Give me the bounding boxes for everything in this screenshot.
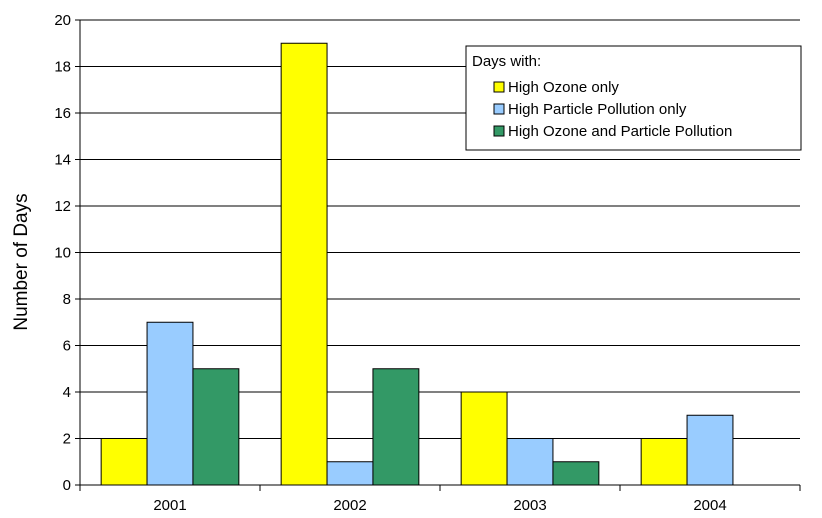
legend-box <box>465 45 802 151</box>
bar <box>372 368 420 486</box>
y-tick-label: 0 <box>63 477 71 494</box>
x-tick-label: 2002 <box>333 497 366 514</box>
y-tick-label: 10 <box>54 245 71 262</box>
y-tick-label: 14 <box>54 152 71 169</box>
legend-label: High Ozone only <box>508 79 619 96</box>
legend: Days with: High Ozone only High Particle … <box>465 45 802 151</box>
y-tick-label: 4 <box>63 384 71 401</box>
y-tick-label: 16 <box>54 105 71 122</box>
bar <box>100 438 148 486</box>
bar <box>192 368 240 486</box>
y-tick-label: 20 <box>54 12 71 29</box>
bar <box>280 42 328 486</box>
bar <box>460 391 508 486</box>
y-tick-label: 8 <box>63 291 71 308</box>
bar <box>146 321 194 486</box>
y-axis-label: Number of Days <box>11 193 32 330</box>
y-tick-labels: 0 2 4 6 8 10 12 14 16 18 20 <box>54 12 71 494</box>
x-tick-label: 2001 <box>153 497 186 514</box>
bar <box>506 438 554 486</box>
x-tick-label: 2004 <box>693 497 726 514</box>
bar <box>552 461 600 486</box>
legend-label: High Ozone and Particle Pollution <box>508 123 732 140</box>
legend-label: High Particle Pollution only <box>508 101 687 118</box>
x-tick-labels: 2001 2002 2003 2004 <box>153 497 726 514</box>
bar <box>686 414 734 486</box>
bar <box>640 438 688 486</box>
legend-title: Days with: <box>472 53 541 70</box>
x-tick-label: 2003 <box>513 497 546 514</box>
bar <box>326 461 374 486</box>
legend-swatch <box>493 125 505 137</box>
y-tick-label: 18 <box>54 59 71 76</box>
axes <box>75 19 801 491</box>
y-tick-label: 12 <box>54 198 71 215</box>
y-tick-label: 6 <box>63 338 71 355</box>
legend-swatch <box>493 103 505 115</box>
legend-swatch <box>493 81 505 93</box>
y-tick-label: 2 <box>63 431 71 448</box>
